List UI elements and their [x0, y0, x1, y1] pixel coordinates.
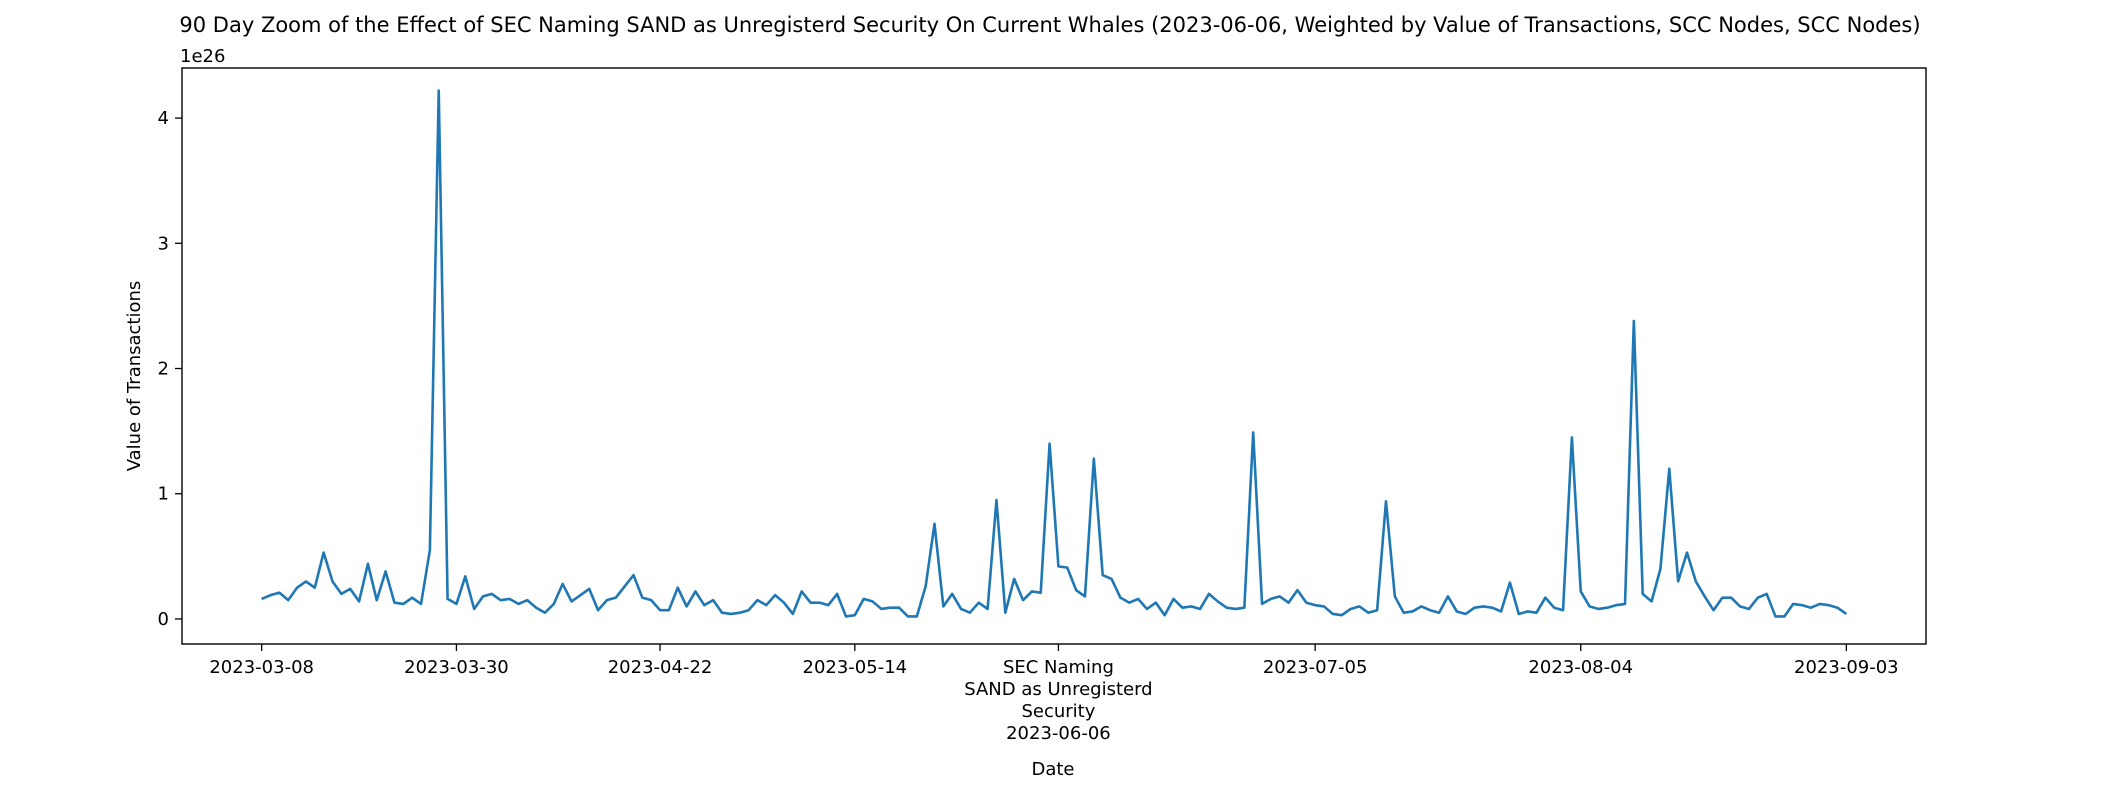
y-axis-ticks: 0 1 2 3 4 — [158, 108, 182, 630]
x-tick-label-line: 2023-04-22 — [608, 657, 713, 678]
x-tick-label-line: 2023-09-03 — [1794, 657, 1899, 678]
x-tick-label: 2023-08-04 — [1528, 657, 1633, 678]
x-tick-label: 2023-04-22 — [608, 657, 713, 678]
y-axis-scale-label: 1e26 — [180, 46, 225, 67]
x-tick-label: 2023-05-14 — [803, 657, 908, 678]
x-tick-label-line: 2023-08-04 — [1528, 657, 1633, 678]
x-tick-label-line: SEC Naming — [1003, 657, 1114, 678]
x-tick-label-line: 2023-03-08 — [209, 657, 314, 678]
x-tick-label-line: Security — [1021, 701, 1095, 722]
x-axis-label: Date — [1031, 759, 1074, 780]
x-tick-label: 2023-09-03 — [1794, 657, 1899, 678]
y-tick-label: 3 — [158, 233, 169, 254]
y-axis-label: Value of Transactions — [124, 281, 145, 472]
plot-area-frame — [181, 67, 1927, 645]
x-axis-ticks: 2023-03-08 2023-03-30 2023-04-22 2023-05-14… — [209, 644, 1899, 744]
y-tick-label: 1 — [158, 484, 169, 505]
x-tick-label: 2023-07-05 — [1263, 657, 1368, 678]
y-tick-label: 0 — [158, 609, 169, 630]
x-tick-label-line: SAND as Unregisterd — [964, 679, 1152, 700]
x-tick-label-line: 2023-06-06 — [1006, 723, 1111, 744]
series-line — [261, 89, 1848, 618]
y-tick-label: 4 — [158, 108, 169, 129]
x-tick-label-line: 2023-07-05 — [1263, 657, 1368, 678]
chart-title: 90 Day Zoom of the Effect of SEC Naming … — [179, 13, 1920, 37]
y-tick-label: 2 — [158, 359, 169, 380]
x-tick-label-line: 2023-03-30 — [404, 657, 509, 678]
x-tick-label: 2023-03-30 — [404, 657, 509, 678]
x-tick-label: SEC Naming SAND as Unregisterd Security 202… — [964, 657, 1152, 744]
x-tick-label-line: 2023-05-14 — [803, 657, 908, 678]
x-tick-label: 2023-03-08 — [209, 657, 314, 678]
